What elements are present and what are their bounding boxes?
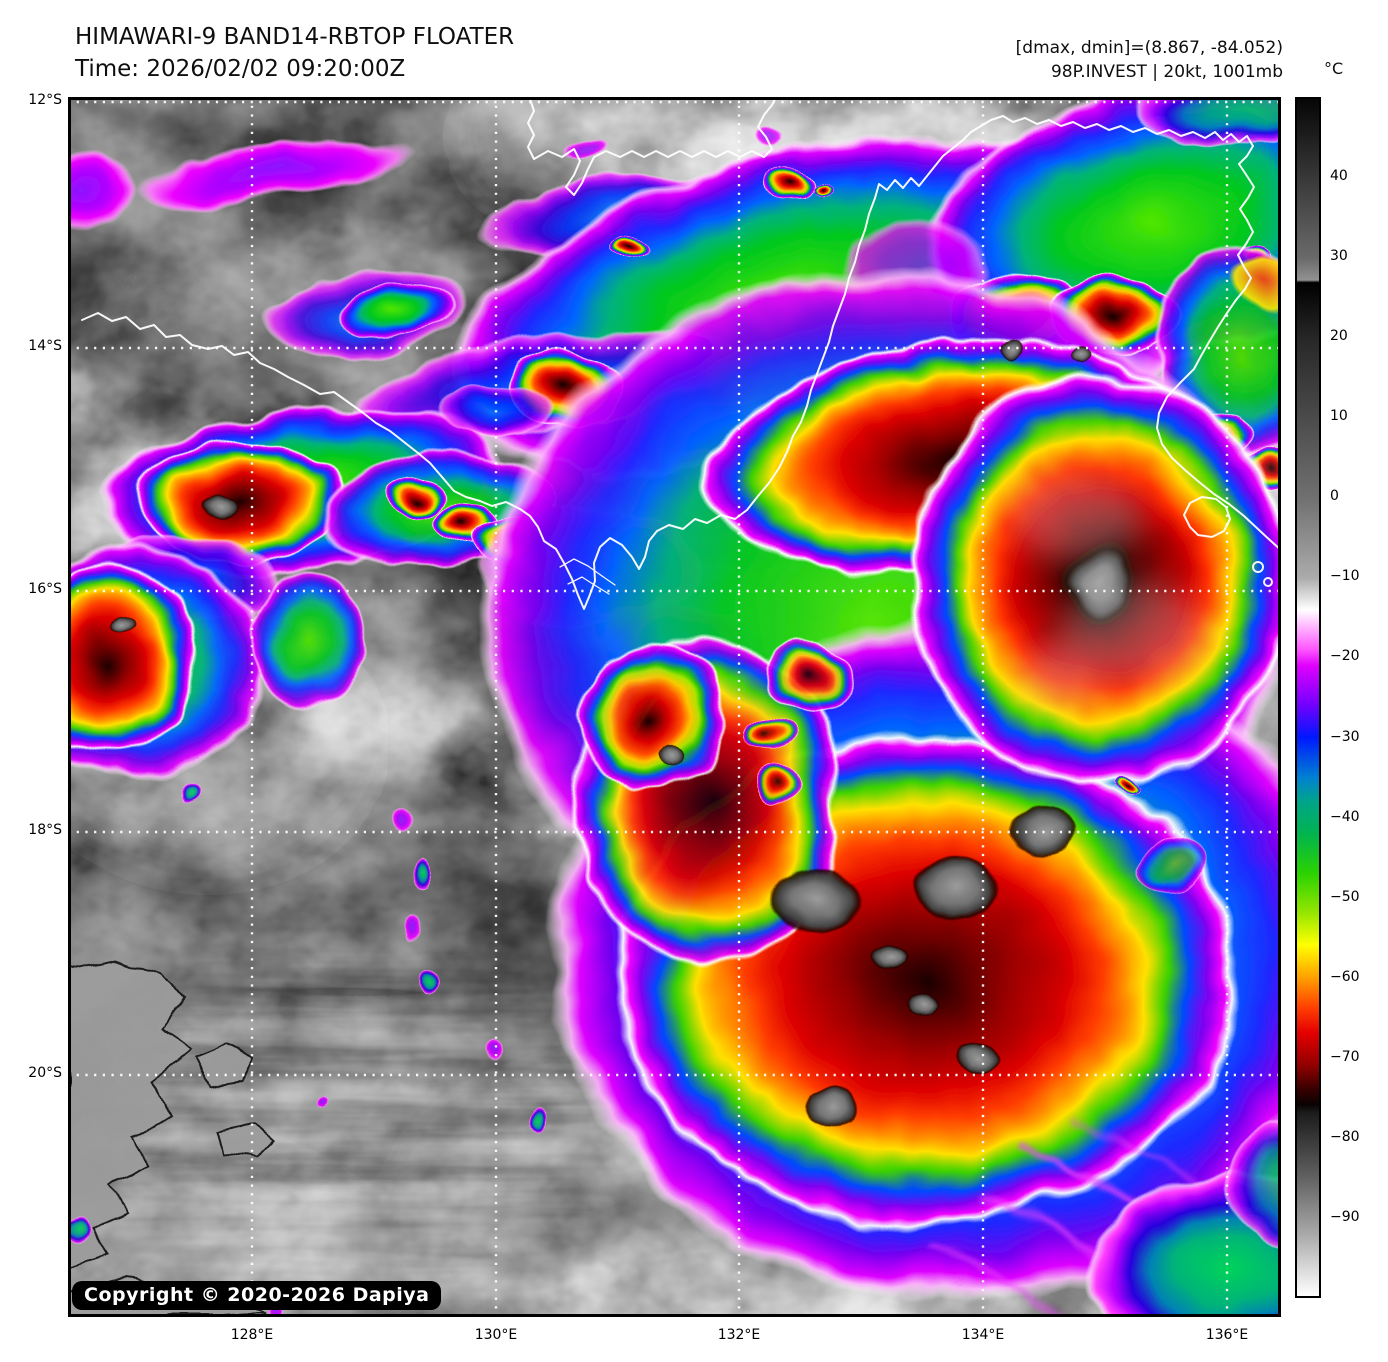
figure-time: Time: 2026/02/02 09:20:00Z <box>75 56 406 82</box>
lon-tick-label: 130°E <box>474 1327 518 1343</box>
colorbar-tick-label: −30 <box>1330 728 1360 745</box>
colorbar-tick-label: −50 <box>1330 888 1360 905</box>
colorbar-tick-label: −20 <box>1330 648 1360 665</box>
lon-tick-label: 128°E <box>230 1327 274 1343</box>
colorbar-tick-label: −90 <box>1330 1208 1360 1225</box>
colorbar-unit-label: °C <box>1324 59 1344 78</box>
colorbar-tick-label: −60 <box>1330 968 1360 985</box>
lat-tick-label: 14°S <box>28 338 62 354</box>
colorbar-tick-label: 10 <box>1330 408 1348 425</box>
lon-tick-label: 132°E <box>717 1327 761 1343</box>
dmax-dmin-label: [dmax, dmin]=(8.867, -84.052) <box>1015 38 1283 58</box>
cold-dome-texture <box>1013 475 1205 702</box>
coastline-overlay <box>81 97 1281 610</box>
figure-title: HIMAWARI-9 BAND14-RBTOP FLOATER <box>75 24 515 50</box>
colorbar <box>1295 97 1321 1298</box>
map-border <box>68 97 1281 1317</box>
colorbar-tick-label: 40 <box>1330 168 1348 185</box>
colorbar-tick-label: 0 <box>1330 488 1339 505</box>
figure-stats: [dmax, dmin]=(8.867, -84.052) 98P.INVEST… <box>1016 36 1283 84</box>
figure-header: HIMAWARI-9 BAND14-RBTOP FLOATER Time: 20… <box>75 21 514 85</box>
copyright-badge: Copyright © 2020-2026 Dapiya <box>72 1281 442 1310</box>
isolated-convective-cells <box>68 780 548 1315</box>
satellite-map: Copyright © 2020-2026 Dapiya <box>68 97 1281 1317</box>
lon-tick-label: 136°E <box>1205 1327 1249 1343</box>
colorbar-tick-label: 30 <box>1330 248 1348 265</box>
overshooting-tops <box>112 340 1092 1127</box>
colorbar-tick-label: −40 <box>1330 808 1360 825</box>
graticule-gridlines <box>68 97 1281 1317</box>
colorbar-tick-label: 20 <box>1330 328 1348 345</box>
lat-tick-label: 18°S <box>28 822 62 838</box>
lon-tick-label: 134°E <box>961 1327 1005 1343</box>
lat-tick-label: 20°S <box>28 1065 62 1081</box>
satellite-image <box>68 97 1281 1317</box>
storm-info-label: 98P.INVEST | 20kt, 1001mb <box>1050 62 1283 82</box>
colorbar-tick-label: −80 <box>1330 1128 1360 1145</box>
colorbar-tick-label: −70 <box>1330 1048 1360 1065</box>
map-layers <box>68 97 1281 1317</box>
lat-tick-label: 12°S <box>28 92 62 108</box>
lat-tick-label: 16°S <box>28 581 62 597</box>
colorbar-tick-label: −10 <box>1330 568 1360 585</box>
enhanced-cloud-layer <box>68 97 1281 1317</box>
